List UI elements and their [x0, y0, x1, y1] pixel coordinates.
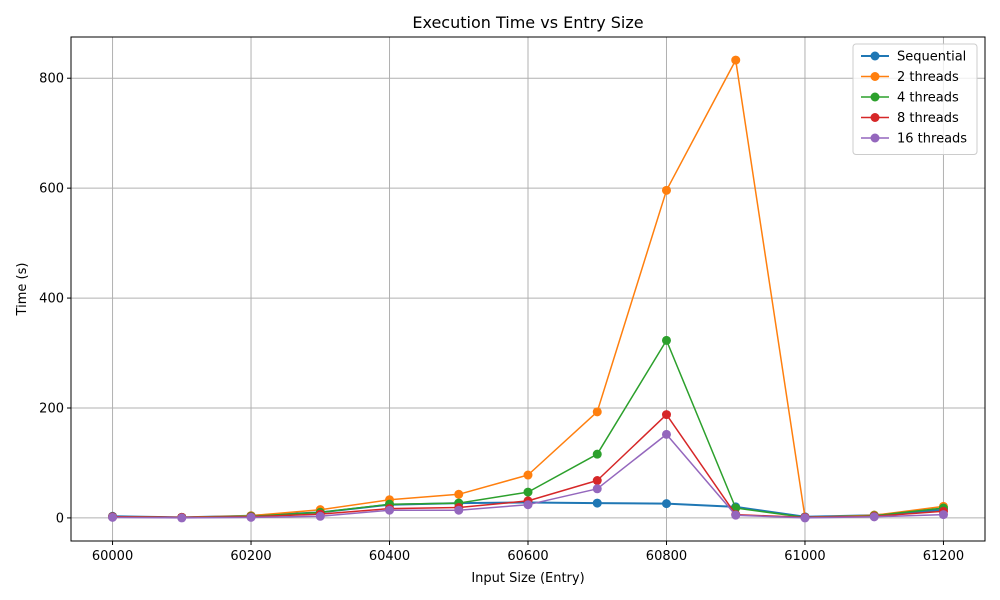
legend-label: Sequential: [897, 50, 966, 65]
series-16-threads: [108, 429, 948, 523]
y-tick-label: 400: [39, 292, 64, 307]
data-point: [938, 510, 948, 520]
chart-title: Execution Time vs Entry Size: [412, 13, 643, 32]
legend-label: 4 threads: [897, 91, 959, 106]
y-tick-label: 0: [56, 511, 64, 526]
data-point: [592, 449, 602, 459]
y-axis-label: Time (s): [15, 263, 30, 317]
data-point: [661, 429, 671, 439]
y-tick-label: 200: [39, 401, 64, 416]
data-point: [661, 499, 671, 509]
legend-marker: [870, 92, 880, 102]
legend-item: Sequential: [861, 50, 966, 65]
legend-item: 4 threads: [861, 91, 959, 106]
axis-ticks: 60000 60200 60400 60600 60800 61000 61200 0 200 4…: [39, 72, 964, 564]
x-tick-label: 60000: [92, 549, 133, 564]
legend-marker: [870, 51, 880, 61]
data-point: [454, 505, 464, 515]
x-tick-label: 61000: [784, 549, 825, 564]
data-point: [592, 484, 602, 494]
data-point: [869, 512, 879, 522]
legend-label: 8 threads: [897, 111, 959, 126]
data-point: [108, 512, 118, 522]
data-point: [315, 511, 325, 521]
x-tick-label: 60200: [230, 549, 271, 564]
data-point: [592, 407, 602, 417]
x-tick-label: 60400: [369, 549, 410, 564]
data-point: [592, 498, 602, 508]
y-tick-label: 600: [39, 182, 64, 197]
x-tick-label: 60800: [646, 549, 687, 564]
data-point: [385, 505, 395, 515]
data-point: [800, 513, 810, 523]
legend-marker: [870, 72, 880, 81]
legend-item: 16 threads: [861, 132, 967, 147]
data-point: [246, 512, 256, 522]
grid-lines: [71, 37, 985, 541]
data-point: [177, 513, 187, 523]
legend-label: 2 threads: [897, 70, 959, 85]
data-point: [731, 510, 741, 520]
x-axis-label: Input Size (Entry): [471, 571, 584, 586]
data-point: [592, 476, 602, 486]
legend-box: [852, 43, 978, 155]
legend-marker: [870, 113, 880, 122]
legend: Sequential 2 threads 4 threads 8 threads 16 …: [852, 43, 978, 155]
data-point: [523, 500, 533, 510]
data-point: [661, 185, 671, 195]
legend-marker: [870, 133, 880, 143]
x-tick-label: 60600: [507, 549, 548, 564]
data-point: [661, 335, 671, 345]
x-tick-label: 61200: [923, 549, 964, 564]
legend-item: 2 threads: [861, 70, 959, 85]
data-point: [523, 470, 533, 480]
data-point: [661, 410, 671, 420]
legend-item: 8 threads: [861, 111, 959, 126]
y-tick-label: 800: [39, 72, 64, 87]
data-point: [454, 489, 464, 499]
data-point: [523, 487, 533, 497]
data-point: [731, 55, 741, 65]
legend-label: 16 threads: [897, 132, 967, 147]
series-lines: [108, 55, 948, 523]
